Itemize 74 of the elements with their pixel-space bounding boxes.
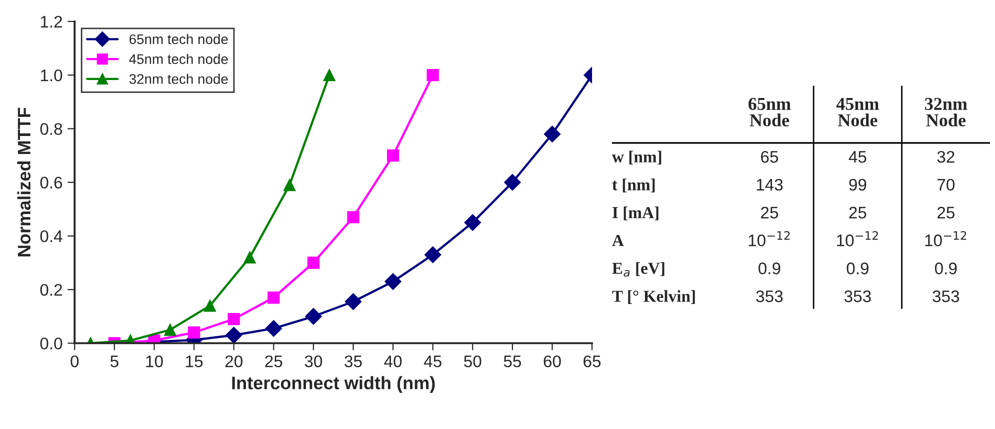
point — [305, 308, 322, 325]
point — [307, 256, 320, 269]
text: 353 — [844, 290, 871, 302]
point — [386, 149, 400, 162]
x-tick-label: 5 — [110, 356, 118, 368]
category-label: 45nm Node — [836, 98, 879, 126]
legend-label: 45nm tech node — [129, 54, 228, 64]
point — [228, 312, 240, 326]
text: 32 — [937, 150, 954, 163]
category-label: E$_{a}$ [eV] — [612, 262, 664, 277]
x-axis-title: Interconnect width (nm) — [232, 376, 435, 393]
point — [347, 211, 360, 224]
x-tick-label: 60 — [544, 355, 561, 368]
text: 10$^{−12}$ — [925, 231, 966, 246]
text: 10$^{−12}$ — [837, 231, 878, 246]
y-tick-label: 0.6 — [40, 176, 62, 189]
text: 25 — [937, 206, 954, 219]
legend-label: 65nm tech node — [129, 34, 228, 44]
point — [323, 69, 336, 82]
x-tick-label: 65 — [584, 355, 601, 368]
x-tick-label: 0 — [70, 355, 79, 368]
category-label: A — [612, 234, 624, 246]
x-tick-label: 20 — [225, 355, 242, 368]
x-tick-label: 15 — [186, 356, 203, 368]
point — [544, 126, 561, 142]
text: 65 — [761, 150, 778, 163]
y-tick-label: 1.2 — [40, 16, 62, 28]
point — [384, 273, 402, 290]
point — [504, 174, 521, 191]
x-tick-label: 10 — [146, 355, 163, 368]
point — [265, 320, 282, 337]
y-tick-label: 0.0 — [40, 338, 62, 350]
text: 25 — [761, 206, 778, 219]
x-tick-label: 30 — [304, 355, 322, 368]
point — [225, 326, 242, 344]
point — [464, 214, 481, 231]
category-label: I [mA] — [612, 206, 658, 220]
point — [188, 326, 200, 339]
y-axis-title: Normalized MTTF — [17, 108, 31, 256]
category-label: 32nm Node — [925, 98, 968, 126]
legend-label: 32nm tech node — [129, 74, 228, 84]
point — [283, 178, 296, 192]
point — [426, 69, 439, 82]
y-tick-label: 0.2 — [40, 284, 62, 296]
y-tick-label: 1.0 — [40, 69, 62, 82]
text: 143 — [756, 178, 783, 191]
y-tick-label: 0.8 — [40, 123, 62, 135]
point — [164, 324, 176, 336]
x-tick-label: 40 — [384, 355, 402, 368]
point — [424, 246, 442, 264]
text: 10$^{−12}$ — [748, 231, 790, 246]
category-label: t [nm] — [612, 178, 655, 192]
text: 353 — [756, 290, 783, 302]
category-label: T [° Kelvin] — [612, 290, 695, 304]
point — [244, 251, 256, 264]
point — [268, 292, 280, 304]
text: 70 — [938, 178, 955, 191]
x-tick-label: 50 — [464, 355, 482, 368]
x-tick-label: 35 — [344, 355, 362, 368]
text: 0.9 — [846, 262, 868, 274]
text: 353 — [932, 290, 960, 302]
point — [344, 293, 362, 310]
x-tick-label: 55 — [504, 356, 521, 368]
x-tick-label: 45 — [424, 356, 442, 368]
x-tick-label: 25 — [265, 355, 282, 368]
text: 45 — [848, 151, 866, 163]
point — [204, 300, 216, 312]
category-label: 65nm Node — [748, 98, 791, 126]
text: 25 — [849, 206, 866, 219]
text: 0.9 — [934, 262, 957, 274]
text: 0.9 — [758, 262, 780, 274]
y-tick-label: 0.4 — [40, 230, 62, 242]
text: 99 — [849, 178, 866, 191]
category-label: w [nm] — [612, 150, 662, 165]
